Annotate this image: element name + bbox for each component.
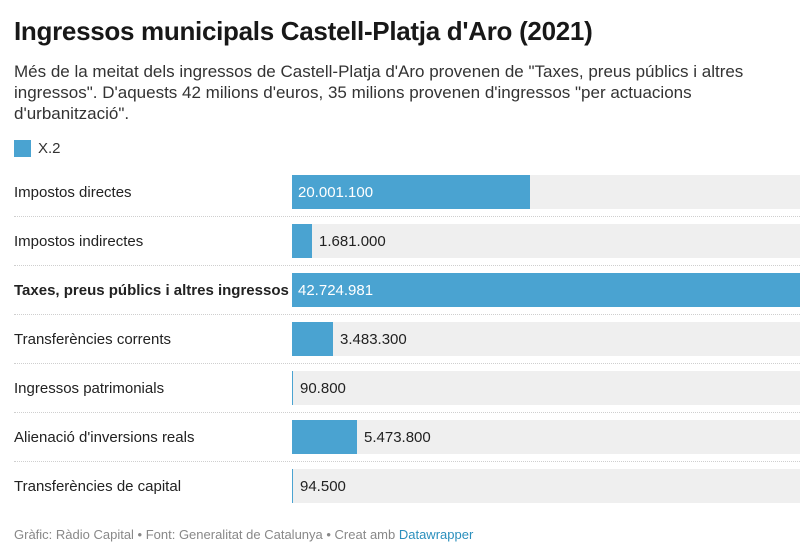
row-divider <box>14 461 800 462</box>
category-label: Alienació d'inversions reals <box>14 429 195 446</box>
value-label: 90.800 <box>300 379 346 397</box>
bar <box>292 224 312 258</box>
category-label: Transferències corrents <box>14 331 172 348</box>
bar-row: Impostos indirectes 1.681.000 <box>0 217 800 266</box>
bar-row: Impostos directes 20.001.100 <box>0 168 800 217</box>
bar-track: 1.681.000 <box>292 224 800 258</box>
bar-track: 90.800 <box>292 371 800 405</box>
footer-credit: Gràfic: Ràdio Capital • Font: Generalita… <box>14 527 399 542</box>
bar <box>292 273 800 307</box>
value-label: 20.001.100 <box>298 183 374 201</box>
row-divider <box>14 412 800 413</box>
bar-row: Ingressos patrimonials 90.800 <box>0 364 800 413</box>
value-label: 42.724.981 <box>298 281 374 299</box>
bar-row: Transferències corrents 3.483.300 <box>0 315 800 364</box>
category-label: Impostos indirectes <box>14 233 144 250</box>
chart-title: Ingressos municipals Castell-Platja d'Ar… <box>14 16 593 46</box>
row-divider <box>14 314 800 315</box>
value-label: 3.483.300 <box>340 330 407 348</box>
category-label: Taxes, preus públics i altres ingressos <box>14 282 289 299</box>
bar <box>292 322 333 356</box>
row-divider <box>14 363 800 364</box>
bar-row: Alienació d'inversions reals 5.473.800 <box>0 413 800 462</box>
legend-label: X.2 <box>38 140 61 157</box>
bar-track: 42.724.981 <box>292 273 800 307</box>
value-label: 1.681.000 <box>319 232 386 250</box>
bar <box>292 469 293 503</box>
chart-footer: Gràfic: Ràdio Capital • Font: Generalita… <box>14 527 473 542</box>
chart-subtitle: Més de la meitat dels ingressos de Caste… <box>14 62 744 123</box>
bar-row: Taxes, preus públics i altres ingressos 4… <box>0 266 800 315</box>
value-label: 94.500 <box>300 477 346 495</box>
bar <box>292 420 357 454</box>
legend-swatch <box>14 140 31 157</box>
legend: X.2 <box>14 140 61 157</box>
bar-track: 20.001.100 <box>292 175 800 209</box>
category-label: Transferències de capital <box>14 478 182 495</box>
bar-chart: Impostos directes 20.001.100 Impostos indi… <box>0 168 800 511</box>
bar-row: Transferències de capital 94.500 <box>0 462 800 511</box>
bar-track: 3.483.300 <box>292 322 800 356</box>
datawrapper-link[interactable]: Datawrapper <box>398 527 474 542</box>
row-divider <box>14 265 800 266</box>
bar-track: 94.500 <box>292 469 800 503</box>
category-label: Ingressos patrimonials <box>14 380 165 397</box>
value-label: 5.473.800 <box>364 428 431 446</box>
row-divider <box>14 216 800 217</box>
bar <box>292 175 530 209</box>
bar-track: 5.473.800 <box>292 420 800 454</box>
category-label: Impostos directes <box>14 184 132 201</box>
bar <box>292 371 293 405</box>
